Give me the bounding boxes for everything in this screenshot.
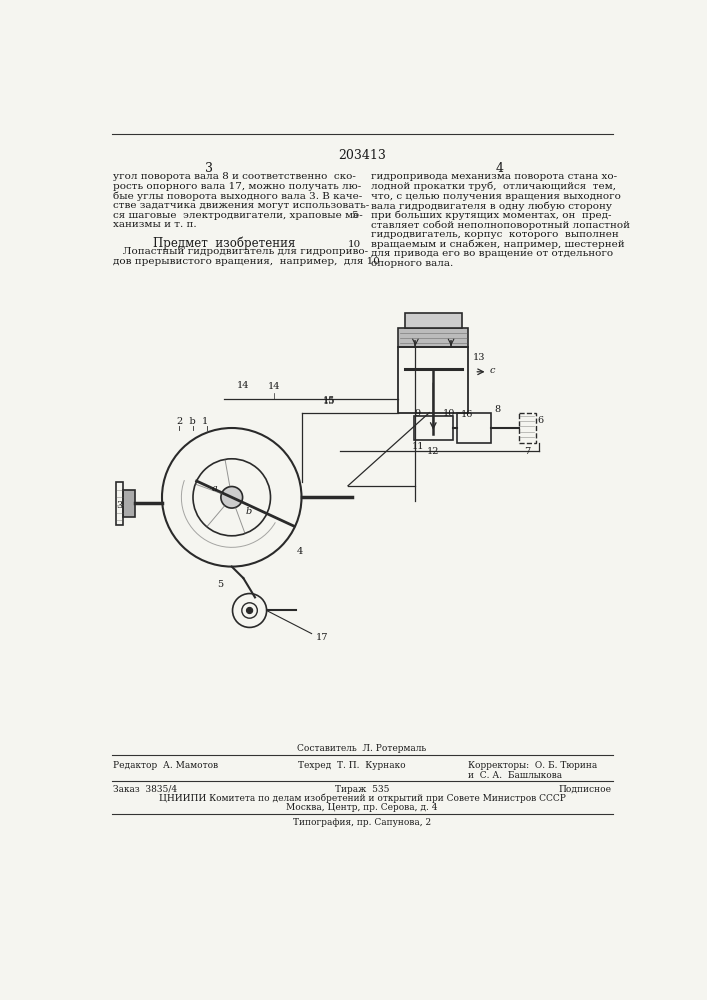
Text: Техред  Т. П.  Курнако: Техред Т. П. Курнако xyxy=(298,761,405,770)
Text: лодной прокатки труб,  отличающийся  тем,: лодной прокатки труб, отличающийся тем, xyxy=(371,182,617,191)
Polygon shape xyxy=(123,490,135,517)
Polygon shape xyxy=(398,328,468,347)
Text: рость опорного вала 17, можно получать лю-: рость опорного вала 17, можно получать л… xyxy=(113,182,361,191)
Text: вращаемым и снабжен, например, шестерней: вращаемым и снабжен, например, шестерней xyxy=(371,240,625,249)
Text: Редактор  А. Мамотов: Редактор А. Мамотов xyxy=(113,761,218,770)
Text: c: c xyxy=(490,366,496,375)
Text: 13: 13 xyxy=(473,353,485,362)
Text: Заказ  3835/4: Заказ 3835/4 xyxy=(113,785,177,794)
Text: 15: 15 xyxy=(322,397,335,406)
Text: Тираж  535: Тираж 535 xyxy=(334,785,389,794)
Text: 6: 6 xyxy=(538,416,544,425)
Text: гидродвигатель, корпус  которого  выполнен: гидродвигатель, корпус которого выполнен xyxy=(371,230,619,239)
Text: стве задатчика движения могут использовать-: стве задатчика движения могут использова… xyxy=(113,201,370,210)
Text: Предмет  изобретения: Предмет изобретения xyxy=(153,236,296,250)
Text: для привода его во вращение от отдельного: для привода его во вращение от отдельног… xyxy=(371,249,614,258)
Text: угол поворота вала 8 и соответственно  ско-: угол поворота вала 8 и соответственно ск… xyxy=(113,172,356,181)
Text: Лопастный гидродвигатель для гидроприво-: Лопастный гидродвигатель для гидроприво- xyxy=(113,247,368,256)
Text: 10: 10 xyxy=(443,409,455,418)
Text: 9: 9 xyxy=(415,409,421,418)
Text: бые углы поворота выходного вала 3. В каче-: бые углы поворота выходного вала 3. В ка… xyxy=(113,192,363,201)
Text: 5: 5 xyxy=(217,580,223,589)
Text: Корректоры:  О. Б. Тюрина: Корректоры: О. Б. Тюрина xyxy=(468,761,597,770)
Text: b: b xyxy=(245,507,252,516)
Text: 16: 16 xyxy=(460,410,473,419)
Text: при больших крутящих моментах, он  пред-: при больших крутящих моментах, он пред- xyxy=(371,211,612,220)
Text: 203413: 203413 xyxy=(338,149,386,162)
Text: Составитель  Л. Ротермаль: Составитель Л. Ротермаль xyxy=(298,744,426,753)
Text: Москва, Центр, пр. Серова, д. 4: Москва, Центр, пр. Серова, д. 4 xyxy=(286,803,438,812)
Text: 5: 5 xyxy=(351,211,358,220)
Text: вала гидродвигателя в одну любую сторону: вала гидродвигателя в одну любую сторону xyxy=(371,201,612,211)
Text: ханизмы и т. п.: ханизмы и т. п. xyxy=(113,220,197,229)
Text: 3: 3 xyxy=(116,500,122,510)
Text: ЦНИИПИ Комитета по делам изобретений и открытий при Совете Министров СССР: ЦНИИПИ Комитета по делам изобретений и о… xyxy=(158,794,566,803)
Text: гидропривода механизма поворота стана хо-: гидропривода механизма поворота стана хо… xyxy=(371,172,617,181)
Circle shape xyxy=(247,607,252,614)
Text: ся шаговые  электродвигатели, храповые ме-: ся шаговые электродвигатели, храповые ме… xyxy=(113,211,363,220)
Text: 2  b  1: 2 b 1 xyxy=(177,417,209,426)
Text: 8: 8 xyxy=(494,405,501,414)
Text: Типография, пр. Сапунова, 2: Типография, пр. Сапунова, 2 xyxy=(293,818,431,827)
Text: Подписное: Подписное xyxy=(559,785,612,794)
Text: 7: 7 xyxy=(524,447,530,456)
Text: дов прерывистого вращения,  например,  для 10: дов прерывистого вращения, например, для… xyxy=(113,257,380,266)
Text: a: a xyxy=(212,484,218,493)
Text: 3: 3 xyxy=(204,162,213,175)
Text: что, с целью получения вращения выходного: что, с целью получения вращения выходног… xyxy=(371,192,621,201)
Text: 11: 11 xyxy=(411,442,424,451)
Circle shape xyxy=(221,487,243,508)
Text: 10: 10 xyxy=(348,240,361,249)
Text: 14: 14 xyxy=(268,382,281,391)
Text: 12: 12 xyxy=(427,447,440,456)
Polygon shape xyxy=(404,312,462,328)
Text: ставляет собой неполноповоротный лопастной: ставляет собой неполноповоротный лопастн… xyxy=(371,220,630,230)
Text: и  С. А.  Башлыкова: и С. А. Башлыкова xyxy=(468,771,562,780)
Text: 4: 4 xyxy=(297,547,303,556)
Text: 14: 14 xyxy=(237,380,250,389)
Text: 4: 4 xyxy=(495,162,503,175)
Text: 15: 15 xyxy=(322,396,335,405)
Text: опорного вала.: опорного вала. xyxy=(371,259,453,268)
Text: 17: 17 xyxy=(315,633,328,642)
